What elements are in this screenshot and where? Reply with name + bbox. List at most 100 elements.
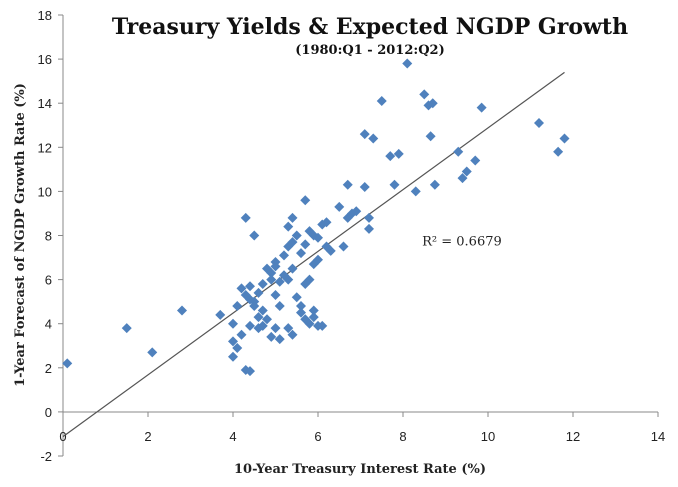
y-tick-label: 16 xyxy=(38,52,52,67)
data-point xyxy=(245,294,255,305)
data-point xyxy=(287,237,298,248)
data-point xyxy=(313,232,323,243)
data-point xyxy=(453,146,464,157)
data-point xyxy=(325,245,336,256)
data-point xyxy=(257,305,268,316)
data-point xyxy=(402,58,413,69)
data-point xyxy=(253,312,264,323)
y-tick-label: 12 xyxy=(38,140,52,155)
data-point xyxy=(359,181,370,192)
data-point xyxy=(351,206,362,217)
data-point xyxy=(257,279,268,290)
y-tick-label: 8 xyxy=(45,229,52,244)
x-tick-label: 10 xyxy=(481,429,495,444)
data-point xyxy=(304,318,315,329)
data-point xyxy=(245,281,255,292)
y-tick-label: 6 xyxy=(45,273,52,288)
data-point xyxy=(274,301,285,312)
data-point xyxy=(283,221,294,232)
y-tick-label: 2 xyxy=(45,361,52,376)
data-point xyxy=(296,248,306,259)
data-point xyxy=(338,241,349,252)
data-point xyxy=(232,342,243,353)
data-point xyxy=(342,179,353,190)
x-tick-label: 8 xyxy=(399,429,406,444)
y-tick-label: -2 xyxy=(40,449,52,464)
data-point xyxy=(215,309,226,320)
data-point xyxy=(262,314,272,325)
data-point xyxy=(266,267,277,278)
data-point xyxy=(283,274,294,285)
data-point xyxy=(368,133,379,144)
data-point xyxy=(534,118,544,129)
data-point xyxy=(300,239,311,250)
data-point xyxy=(62,358,73,369)
x-tick-label: 12 xyxy=(566,429,580,444)
y-tick-label: 14 xyxy=(38,96,52,111)
data-point xyxy=(553,146,564,157)
data-point xyxy=(321,217,332,228)
data-point xyxy=(559,133,570,144)
data-point xyxy=(425,131,436,142)
data-point xyxy=(457,173,468,184)
r-squared-annotation: R² = 0.6679 xyxy=(422,234,502,249)
chart-subtitle: (1980:Q1 - 2012:Q2) xyxy=(295,43,444,58)
data-point xyxy=(291,230,302,241)
data-point xyxy=(476,102,487,113)
y-tick-label: 10 xyxy=(38,184,52,199)
x-tick-label: 2 xyxy=(144,429,151,444)
y-tick-label: 18 xyxy=(38,8,52,23)
data-point xyxy=(296,307,306,318)
data-point xyxy=(266,274,277,285)
data-point xyxy=(236,329,247,340)
data-point xyxy=(287,263,298,274)
data-point xyxy=(389,179,400,190)
data-point xyxy=(334,201,345,212)
data-point xyxy=(270,323,281,334)
data-point xyxy=(364,212,374,223)
y-tick-label: 0 xyxy=(45,405,52,420)
data-point xyxy=(461,166,472,177)
data-point xyxy=(296,301,306,312)
data-point xyxy=(270,261,281,272)
data-point xyxy=(283,323,294,334)
data-point xyxy=(427,98,438,109)
data-point xyxy=(266,331,277,342)
data-point xyxy=(274,334,285,345)
data-point xyxy=(313,254,323,265)
x-tick-label: 4 xyxy=(229,429,236,444)
data-point xyxy=(232,301,243,312)
data-point xyxy=(308,312,319,323)
y-axis-label: 1-Year Forecast of NGDP Growth Rate (%) xyxy=(13,83,28,387)
data-point xyxy=(177,305,187,316)
data-point xyxy=(121,323,132,334)
data-point xyxy=(253,287,264,298)
data-point xyxy=(245,320,255,331)
x-tick-label: 14 xyxy=(651,429,665,444)
data-point xyxy=(257,320,268,331)
data-point xyxy=(393,148,404,159)
data-point xyxy=(364,223,374,234)
data-point xyxy=(287,212,298,223)
x-tick-label: 6 xyxy=(314,429,321,444)
chart-title: Treasury Yields & Expected NGDP Growth xyxy=(112,14,628,40)
data-point xyxy=(317,320,328,331)
data-point xyxy=(300,195,311,206)
data-point xyxy=(236,283,247,294)
data-point xyxy=(385,151,396,162)
data-point xyxy=(304,274,315,285)
data-point xyxy=(376,95,387,106)
data-point xyxy=(245,366,255,377)
data-point xyxy=(249,230,260,241)
data-point xyxy=(287,329,298,340)
data-point xyxy=(429,179,440,190)
data-point xyxy=(228,318,238,329)
data-point xyxy=(419,89,430,100)
data-point xyxy=(291,292,302,303)
trendline xyxy=(62,71,565,438)
data-point xyxy=(279,250,289,261)
data-point xyxy=(270,290,281,301)
data-point xyxy=(410,186,421,197)
data-point xyxy=(249,301,260,312)
